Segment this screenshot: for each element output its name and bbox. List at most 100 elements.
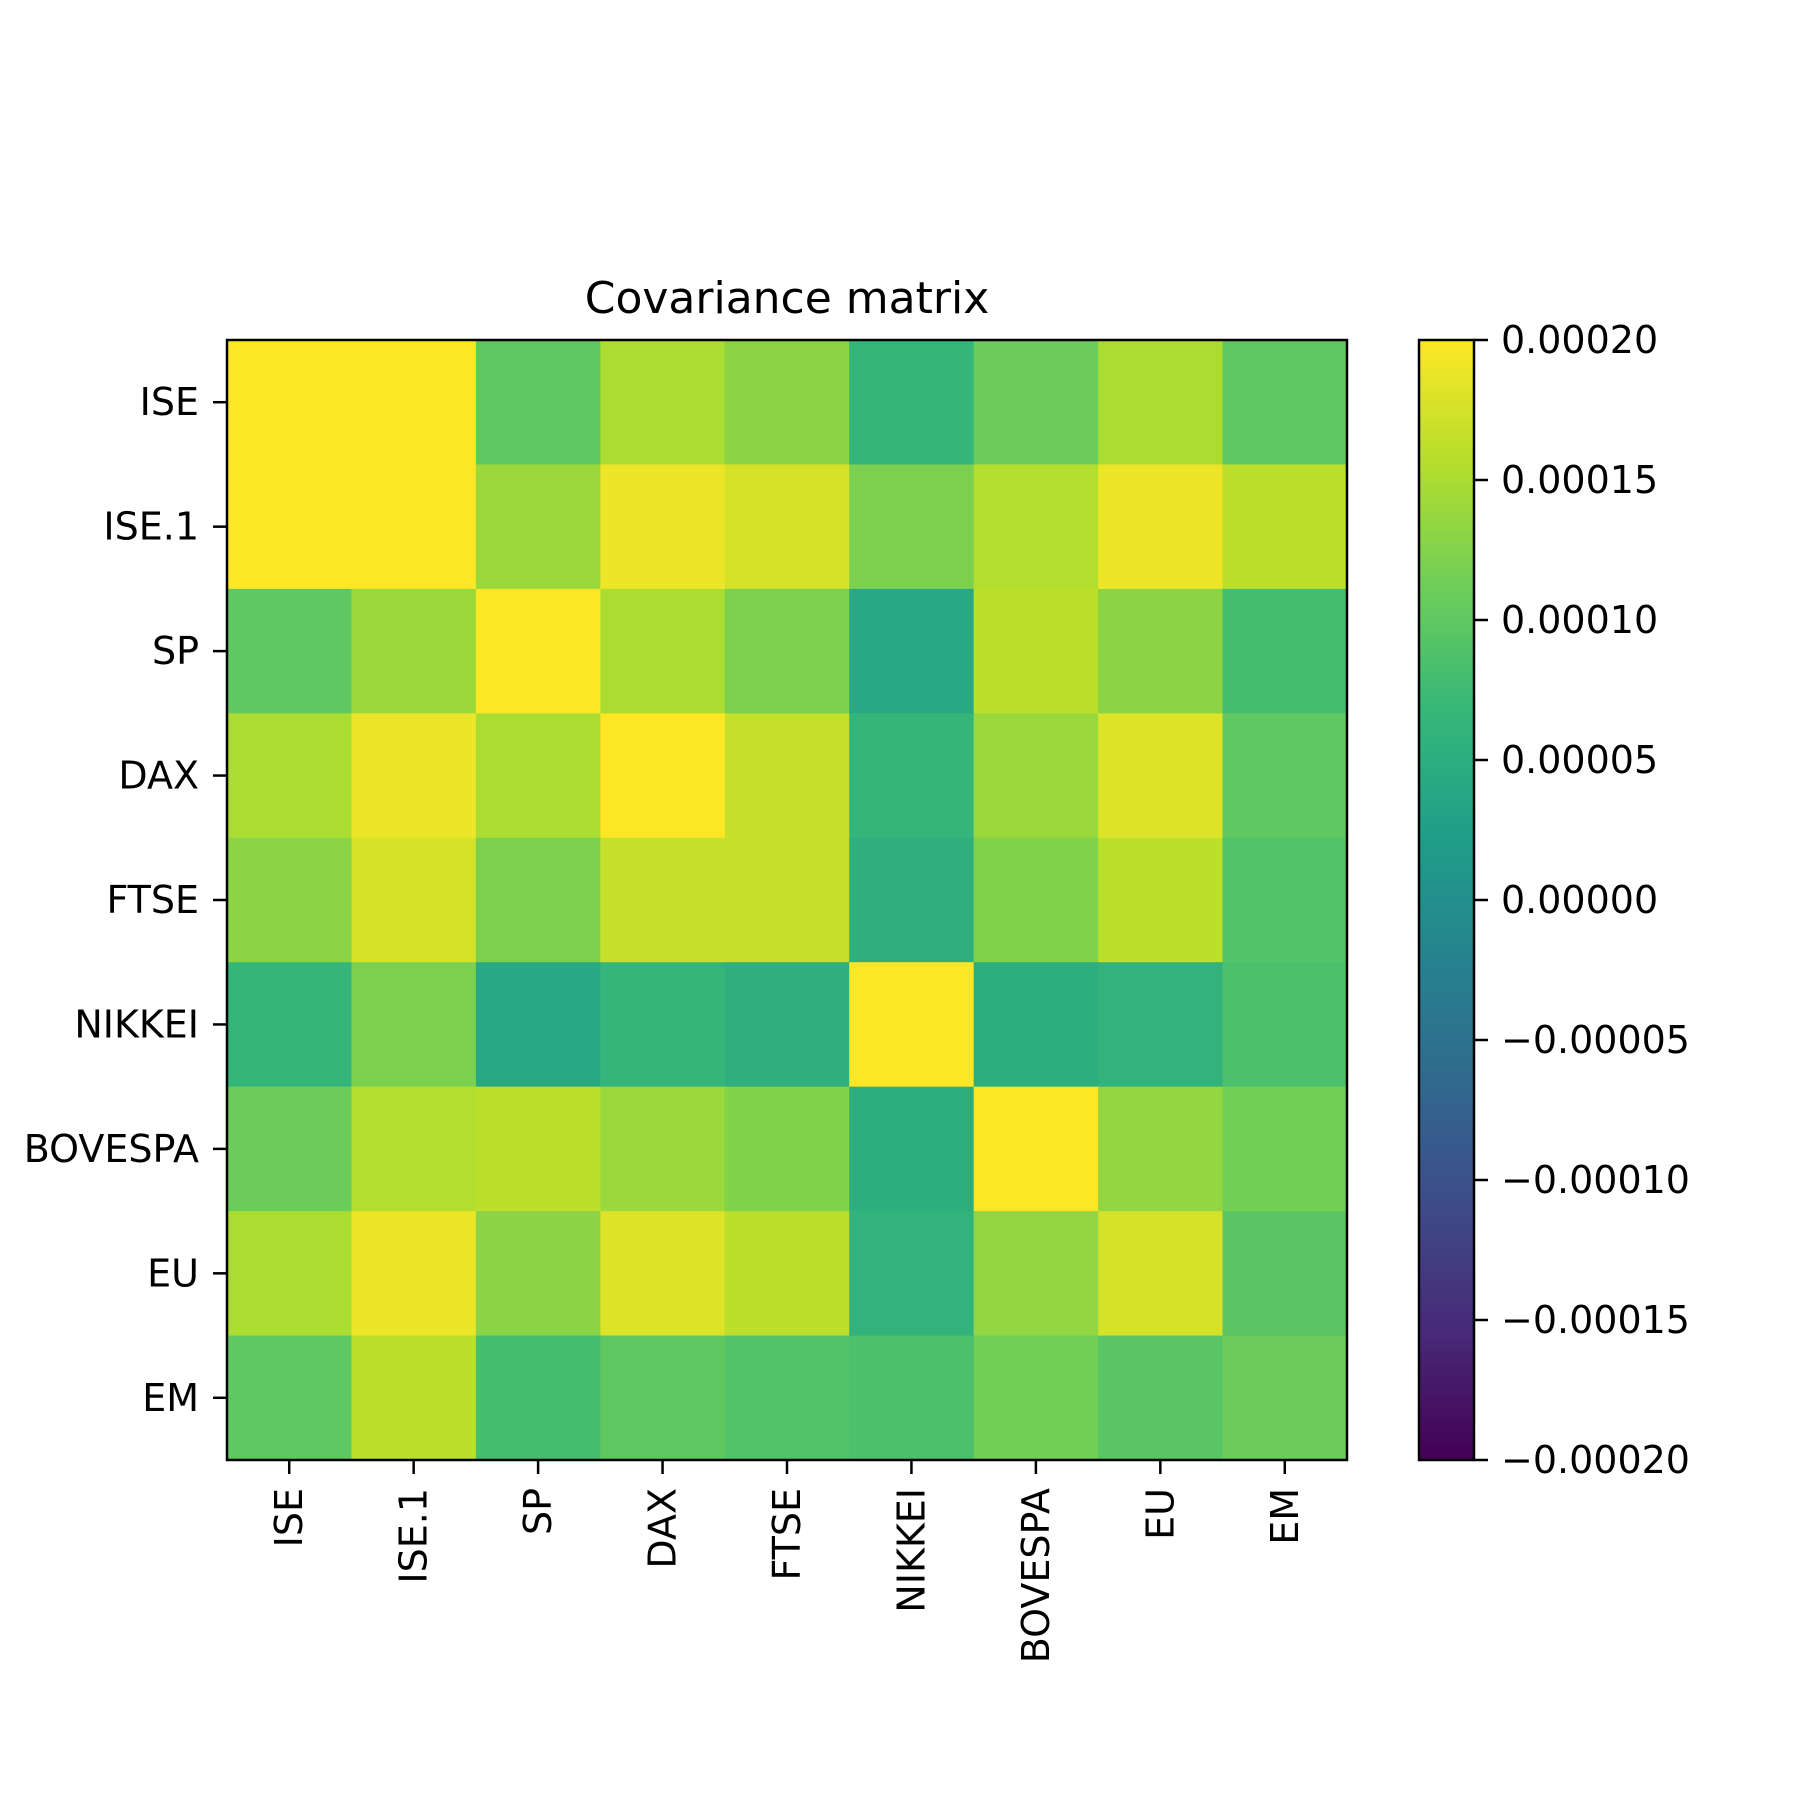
heatmap-cell (475, 962, 601, 1088)
heatmap-cell (600, 1211, 726, 1337)
heatmap-cell (724, 340, 850, 466)
heatmap-cell (1098, 340, 1224, 466)
x-tick-label: ISE.1 (392, 1488, 436, 1584)
heatmap-cell (973, 837, 1099, 963)
heatmap-cell (227, 837, 353, 963)
heatmap-cell (227, 1086, 353, 1212)
x-tick-label: FTSE (765, 1488, 809, 1581)
heatmap-cell (351, 713, 477, 839)
colorbar-tick-label: 0.00010 (1501, 598, 1658, 642)
heatmap-cell (724, 464, 850, 590)
colorbar-tick-label: −0.00005 (1501, 1018, 1690, 1062)
heatmap-cell (475, 1211, 601, 1337)
heatmap-cell (849, 1211, 975, 1337)
colorbar-tick-label: −0.00020 (1501, 1438, 1690, 1482)
heatmap-cell (1222, 588, 1348, 714)
heatmap-cell (1222, 464, 1348, 590)
x-tick-label: DAX (641, 1488, 685, 1569)
heatmap-cell (973, 713, 1099, 839)
heatmap-cell (973, 588, 1099, 714)
heatmap-cell (1098, 1211, 1224, 1337)
heatmap-cell (1222, 1211, 1348, 1337)
heatmap-cell (351, 1335, 477, 1461)
heatmap-cell (475, 837, 601, 963)
heatmap-cell (724, 837, 850, 963)
heatmap-cell (475, 464, 601, 590)
heatmap-cell (724, 713, 850, 839)
colorbar: 0.00020 0.00015 0.00010 0.00005 0.00000 −0.00… (1417, 318, 1690, 1482)
y-tick-label: BOVESPA (24, 1127, 199, 1171)
heatmap-cell (849, 1335, 975, 1461)
heatmap-cell (351, 588, 477, 714)
colorbar-tick-label: 0.00005 (1501, 738, 1658, 782)
heatmap-cell (1098, 1335, 1224, 1461)
y-axis: ISE ISE.1 SP DAX FTSE NIKKEI BOVESPA EU EM (24, 380, 227, 1420)
heatmap-cell (1222, 340, 1348, 466)
chart-title: Covariance matrix (585, 273, 990, 324)
heatmap-cell (973, 1335, 1099, 1461)
y-tick-label: DAX (118, 754, 199, 798)
heatmap-cell (1098, 1086, 1224, 1212)
heatmap-cell (973, 340, 1099, 466)
colorbar-gradient (1419, 340, 1474, 1460)
heatmap-cell (849, 464, 975, 590)
heatmap-cell (351, 1211, 477, 1337)
heatmap-cell (351, 464, 477, 590)
heatmap-cell (849, 837, 975, 963)
heatmap-cell (1222, 1086, 1348, 1212)
y-tick-label: EU (147, 1251, 199, 1295)
heatmap-cell (973, 1086, 1099, 1212)
heatmap-cell (600, 1335, 726, 1461)
heatmap-cell (227, 340, 353, 466)
x-tick-label: NIKKEI (889, 1488, 933, 1613)
heatmap-cell (475, 713, 601, 839)
colorbar-tick-label: −0.00015 (1501, 1298, 1690, 1342)
y-tick-label: SP (152, 629, 199, 673)
heatmap-cell (475, 588, 601, 714)
heatmap-cell (600, 340, 726, 466)
y-tick-label: NIKKEI (74, 1002, 199, 1046)
heatmap-cell (227, 713, 353, 839)
heatmap-cell (227, 1335, 353, 1461)
heatmap-cell (724, 1086, 850, 1212)
y-tick-label: ISE (140, 380, 199, 424)
heatmap-cell (1098, 464, 1224, 590)
heatmap-cell (1098, 713, 1224, 839)
heatmap-cell (849, 713, 975, 839)
x-tick-label: EU (1138, 1488, 1182, 1540)
heatmap-cell (351, 1086, 477, 1212)
heatmap-cell (1098, 962, 1224, 1088)
heatmap-cell (227, 962, 353, 1088)
heatmap-cell (724, 1211, 850, 1337)
x-tick-label: SP (516, 1488, 560, 1535)
heatmap-cell (849, 1086, 975, 1212)
heatmap-cell (351, 340, 477, 466)
heatmap-cell (351, 837, 477, 963)
heatmap-cell (1098, 588, 1224, 714)
colorbar-tick-label: 0.00000 (1501, 878, 1658, 922)
y-tick-label: ISE.1 (103, 505, 199, 549)
heatmap-cell (849, 962, 975, 1088)
heatmap-cell (600, 1086, 726, 1212)
heatmap-cells (227, 340, 1348, 1461)
heatmap-cell (1222, 713, 1348, 839)
heatmap-cell (1222, 1335, 1348, 1461)
heatmap-cell (1222, 837, 1348, 963)
heatmap-cell (227, 464, 353, 590)
y-tick-label: EM (142, 1376, 199, 1420)
y-tick-label: FTSE (106, 878, 199, 922)
heatmap-cell (1222, 962, 1348, 1088)
heatmap-cell (849, 588, 975, 714)
colorbar-tick-label: 0.00020 (1501, 318, 1658, 362)
heatmap-cell (600, 713, 726, 839)
heatmap-cell (724, 962, 850, 1088)
heatmap-cell (600, 464, 726, 590)
heatmap-cell (973, 962, 1099, 1088)
heatmap-cell (724, 1335, 850, 1461)
heatmap-cell (1098, 837, 1224, 963)
x-axis: ISE ISE.1 SP DAX FTSE NIKKEI BOVESPA EU EM (267, 1460, 1307, 1663)
colorbar-ticks: 0.00020 0.00015 0.00010 0.00005 0.00000 −0.00… (1474, 318, 1690, 1482)
heatmap-cell (849, 340, 975, 466)
heatmap-cell (475, 1086, 601, 1212)
